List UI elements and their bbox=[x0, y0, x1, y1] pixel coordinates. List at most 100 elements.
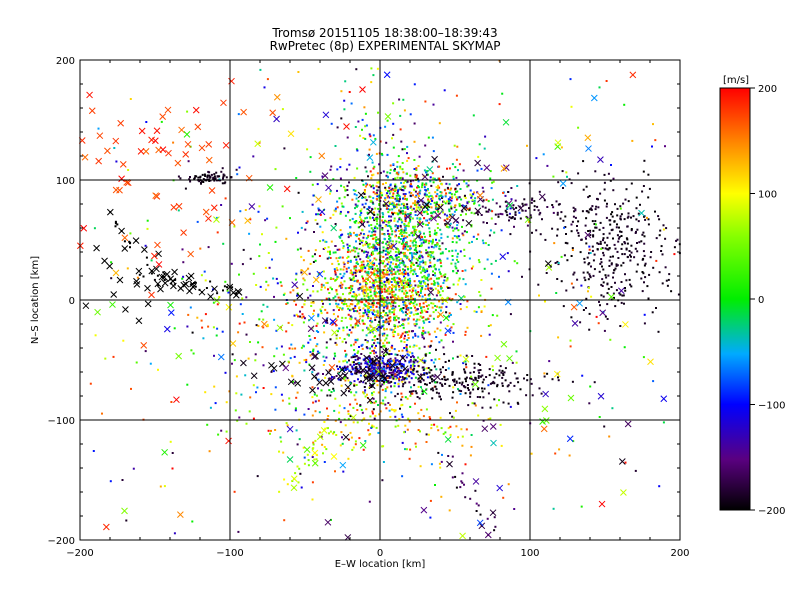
data-point bbox=[378, 199, 381, 202]
x-marker bbox=[173, 396, 180, 404]
data-point bbox=[493, 382, 496, 385]
data-point bbox=[376, 364, 379, 367]
data-point bbox=[212, 326, 215, 329]
data-point bbox=[517, 381, 520, 384]
data-point bbox=[414, 214, 417, 216]
data-point bbox=[364, 440, 367, 442]
data-point bbox=[349, 259, 352, 262]
data-point bbox=[365, 313, 368, 316]
data-point bbox=[632, 215, 635, 218]
x-marker bbox=[86, 91, 93, 99]
data-point bbox=[630, 244, 633, 247]
data-point bbox=[395, 297, 398, 300]
data-point bbox=[383, 379, 386, 382]
data-point bbox=[386, 244, 389, 247]
data-point bbox=[462, 362, 465, 365]
data-point bbox=[204, 279, 207, 282]
data-point bbox=[444, 273, 447, 276]
data-point bbox=[468, 257, 471, 260]
data-point bbox=[393, 281, 396, 283]
data-point bbox=[392, 377, 395, 380]
data-point bbox=[442, 346, 445, 349]
data-point bbox=[409, 302, 411, 305]
data-point bbox=[409, 215, 412, 218]
data-point bbox=[255, 284, 258, 286]
data-point bbox=[302, 315, 305, 318]
data-point bbox=[249, 341, 251, 343]
data-point bbox=[464, 269, 467, 272]
data-point bbox=[400, 140, 403, 143]
data-point bbox=[389, 225, 392, 228]
data-point bbox=[385, 277, 388, 280]
data-point bbox=[349, 231, 352, 234]
data-point bbox=[97, 127, 100, 130]
data-point bbox=[582, 271, 585, 274]
data-point bbox=[407, 337, 410, 339]
data-point bbox=[439, 382, 442, 385]
data-point bbox=[355, 262, 358, 265]
data-point bbox=[336, 275, 339, 278]
data-point bbox=[437, 207, 440, 210]
data-point bbox=[421, 311, 424, 314]
data-point bbox=[343, 196, 346, 199]
data-point bbox=[455, 158, 458, 161]
data-point bbox=[295, 396, 298, 399]
data-point bbox=[655, 259, 658, 262]
data-point bbox=[630, 229, 633, 232]
data-point bbox=[372, 425, 375, 428]
data-point bbox=[428, 200, 431, 203]
data-point bbox=[448, 167, 451, 170]
data-point bbox=[381, 212, 384, 214]
data-point bbox=[383, 303, 386, 306]
data-point bbox=[407, 221, 410, 224]
data-point bbox=[619, 205, 622, 208]
data-point bbox=[144, 244, 147, 247]
data-point bbox=[114, 225, 117, 228]
data-point bbox=[415, 445, 417, 448]
data-point bbox=[358, 307, 360, 310]
data-point bbox=[565, 171, 568, 174]
data-point bbox=[412, 297, 415, 300]
data-point bbox=[434, 204, 437, 207]
data-point bbox=[606, 236, 609, 239]
data-point bbox=[362, 288, 365, 291]
data-point bbox=[642, 231, 645, 234]
data-point bbox=[395, 229, 398, 232]
data-point bbox=[386, 175, 389, 178]
data-point bbox=[357, 200, 360, 203]
data-point bbox=[450, 199, 453, 202]
data-point bbox=[393, 219, 396, 222]
data-point bbox=[451, 298, 454, 300]
data-point bbox=[408, 311, 411, 314]
x-marker bbox=[421, 173, 429, 181]
data-point bbox=[461, 210, 464, 213]
data-point bbox=[316, 322, 319, 325]
data-point bbox=[501, 376, 504, 379]
data-point bbox=[318, 411, 321, 414]
data-point bbox=[368, 246, 371, 249]
data-point bbox=[309, 351, 312, 353]
x-marker bbox=[476, 192, 484, 199]
data-point bbox=[561, 170, 564, 173]
data-point bbox=[438, 268, 441, 271]
x-marker bbox=[590, 94, 598, 102]
data-point bbox=[456, 269, 459, 272]
data-point bbox=[409, 239, 412, 242]
data-point bbox=[566, 242, 569, 245]
data-point bbox=[428, 416, 431, 418]
data-point bbox=[385, 305, 388, 308]
data-point bbox=[630, 182, 633, 185]
x-marker bbox=[474, 159, 481, 167]
data-point bbox=[323, 461, 326, 463]
data-point bbox=[475, 310, 478, 313]
data-point bbox=[388, 192, 391, 195]
data-point bbox=[292, 289, 295, 292]
data-point bbox=[306, 220, 309, 223]
data-point bbox=[356, 352, 359, 354]
data-point bbox=[122, 339, 125, 342]
data-point bbox=[566, 259, 569, 262]
data-point bbox=[359, 214, 362, 217]
data-point bbox=[610, 262, 613, 265]
data-point bbox=[308, 272, 311, 275]
x-marker bbox=[217, 353, 225, 361]
